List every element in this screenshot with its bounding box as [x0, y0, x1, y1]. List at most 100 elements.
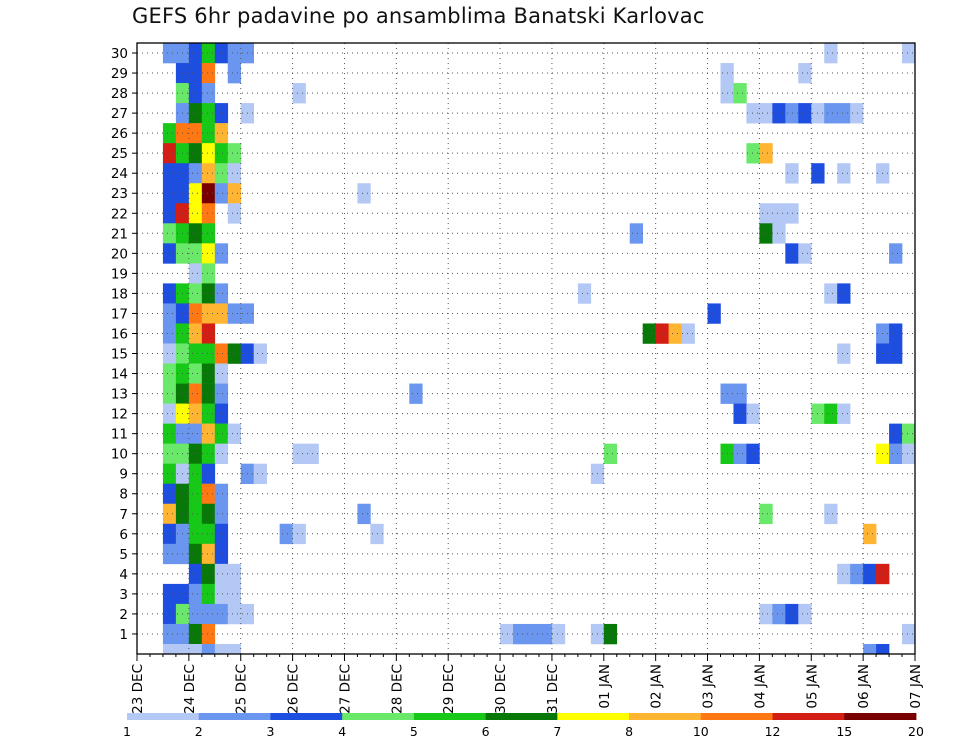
x-tick-label: 03 JAN — [701, 664, 717, 709]
heatmap-cell — [201, 563, 216, 585]
heatmap-cell — [227, 303, 242, 324]
heatmap-cell — [214, 583, 229, 605]
heatmap-cell — [188, 503, 203, 525]
heatmap-cell — [188, 283, 203, 304]
heatmap-cell — [188, 163, 203, 184]
heatmap-cell — [772, 603, 786, 625]
heatmap-cell — [902, 423, 916, 444]
heatmap-cell — [201, 263, 216, 284]
gridlines — [137, 43, 915, 654]
heatmap-cell — [513, 623, 527, 645]
heatmap-cell — [188, 243, 203, 264]
x-tick-label: 24 DEC — [182, 664, 198, 714]
x-tick-label: 31 DEC — [545, 664, 561, 714]
chart-title: GEFS 6hr padavine po ansamblima Banatski… — [132, 4, 705, 28]
y-tick-label: 16 — [111, 326, 128, 342]
legend-label: 4 — [338, 724, 346, 739]
heatmap-cell — [162, 183, 177, 204]
heatmap-cell — [759, 603, 773, 625]
y-tick-label: 19 — [111, 266, 128, 282]
axes — [132, 42, 916, 661]
y-tick-label: 26 — [111, 126, 128, 142]
heatmap-cell — [863, 643, 877, 655]
legend-swatch — [198, 713, 271, 720]
heatmap-cell — [279, 523, 293, 545]
heatmap-cell — [214, 383, 229, 404]
heatmap-cell — [201, 43, 216, 64]
legend-swatch — [772, 713, 845, 720]
heatmap-cell — [681, 323, 695, 344]
heatmap-cell — [188, 143, 203, 164]
heatmap-cell — [707, 303, 721, 324]
heatmap-cell — [201, 243, 216, 264]
heatmap-cell — [201, 463, 216, 485]
heatmap-cell — [759, 103, 773, 124]
heatmap-cell — [188, 623, 203, 645]
heatmap-cell — [668, 323, 682, 344]
heatmap-cell — [175, 643, 190, 655]
heatmap-cell — [201, 183, 216, 204]
heatmap-cell — [162, 503, 177, 525]
heatmap-cell — [214, 123, 229, 144]
heatmap-cell — [214, 283, 229, 304]
heatmap-cell — [162, 223, 177, 244]
heatmap-cell — [214, 163, 229, 184]
x-tick-label: 23 DEC — [130, 664, 146, 714]
heatmap-cell — [357, 503, 371, 525]
legend-swatch — [485, 713, 558, 720]
heatmap-cell — [824, 43, 838, 64]
heatmap-cell — [162, 483, 177, 505]
y-tick-label: 24 — [111, 166, 128, 182]
y-tick-label: 15 — [111, 347, 128, 363]
heatmap-cell — [162, 643, 177, 655]
legend-label: 1 — [123, 724, 131, 739]
heatmap-cell — [201, 623, 216, 645]
heatmap-cell — [214, 543, 229, 565]
heatmap-cell — [538, 623, 553, 645]
y-tick-label: 20 — [111, 246, 128, 262]
heatmap-cell — [214, 563, 229, 585]
legend-label: 3 — [266, 724, 274, 739]
heatmap-cell — [214, 43, 229, 64]
y-tick-label: 29 — [111, 66, 128, 82]
heatmap-cell — [188, 523, 203, 545]
heatmap-cell — [201, 523, 216, 545]
x-tick-label: 02 JAN — [649, 664, 665, 709]
heatmap-cell — [188, 83, 203, 104]
heatmap-cell — [603, 623, 618, 645]
heatmap-cell — [162, 243, 177, 264]
heatmap-cell — [824, 103, 838, 124]
heatmap-cell — [746, 143, 760, 164]
heatmap-cell — [214, 483, 229, 505]
heatmap-cell — [214, 343, 229, 364]
heatmap-cell — [188, 223, 203, 244]
heatmap-cell — [201, 323, 216, 344]
heatmap-cell — [837, 163, 851, 184]
y-tick-label: 21 — [111, 226, 128, 242]
legend-label: 2 — [195, 724, 203, 739]
x-tick-label: 07 JAN — [908, 664, 924, 709]
y-tick-label: 17 — [111, 306, 128, 322]
heatmap-cell — [824, 503, 838, 525]
heatmap-cell — [214, 503, 229, 525]
heatmap-cell — [162, 163, 177, 184]
heatmap-cell — [824, 283, 838, 304]
y-tick-label: 8 — [119, 487, 128, 503]
heatmap-cell — [227, 643, 242, 655]
heatmap-cell — [188, 483, 203, 505]
heatmap-cell — [642, 323, 656, 344]
heatmap-cell — [292, 443, 306, 464]
heatmap-cell — [201, 103, 216, 124]
heatmap-cell — [188, 603, 203, 625]
legend-swatch — [629, 713, 702, 720]
heatmap-cell — [201, 83, 216, 104]
legend-swatch — [844, 713, 917, 720]
heatmap-cell — [188, 343, 203, 364]
heatmap-cell — [188, 183, 203, 204]
heatmap-cell — [733, 403, 747, 424]
heatmap-cell — [188, 423, 203, 444]
heatmap-cell — [201, 503, 216, 525]
legend-label: 6 — [482, 724, 490, 739]
y-tick-label: 9 — [119, 467, 128, 483]
